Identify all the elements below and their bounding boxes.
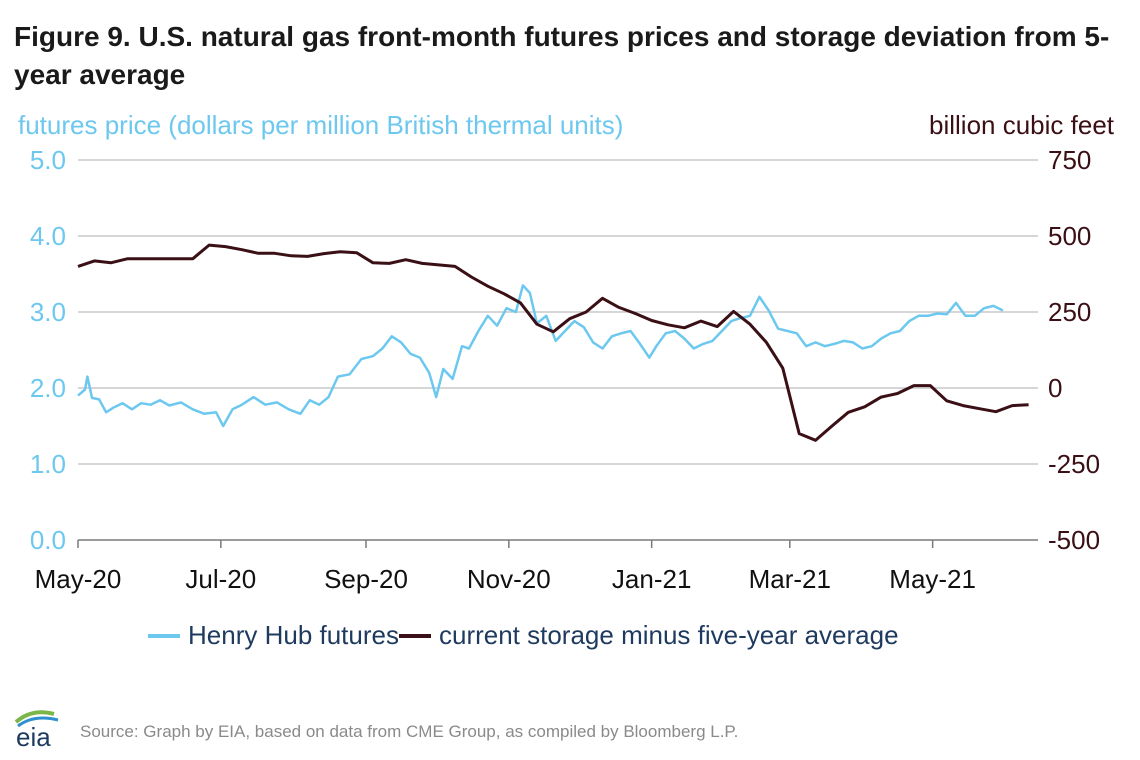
legend-swatch-storage: [398, 633, 431, 638]
x-tick-label: Sep-20: [324, 564, 408, 594]
x-tick-label: Jan-21: [612, 564, 692, 594]
right-tick-label: -500: [1048, 525, 1100, 555]
x-tick-label: Nov-20: [467, 564, 551, 594]
legend-label-futures: Henry Hub futures: [188, 620, 399, 650]
right-tick-label: -250: [1048, 449, 1100, 479]
right-tick-label: 500: [1048, 221, 1091, 251]
series-line-storage-deviation: [77, 243, 1029, 442]
x-tick-label: Jul-20: [185, 564, 256, 594]
chart-title: Figure 9. U.S. natural gas front-month f…: [14, 21, 1110, 90]
eia-logo-icon: eia: [14, 710, 59, 750]
legend-label-storage: current storage minus five-year average: [438, 620, 899, 650]
x-tick-label: May-21: [889, 564, 976, 594]
legend: Henry Hub futures current storage minus …: [148, 620, 899, 651]
left-tick-label: 4.0: [30, 221, 66, 251]
left-tick-label: 5.0: [30, 145, 66, 175]
legend-swatch-futures: [148, 633, 180, 638]
left-tick-label: 2.0: [30, 373, 66, 403]
right-tick-label: 250: [1048, 297, 1091, 327]
x-tick-label: May-20: [35, 564, 122, 594]
right-tick-label: 0: [1048, 373, 1062, 403]
left-tick-label: 3.0: [30, 297, 66, 327]
legend-item-futures: Henry Hub futures: [148, 620, 399, 651]
legend-item-storage: current storage minus five-year average: [398, 620, 899, 651]
series-line-henry-hub-futures: [77, 284, 1004, 428]
x-tick-label: Mar-21: [749, 564, 831, 594]
right-tick-label: 750: [1048, 145, 1091, 175]
eia-logo-text: eia: [16, 722, 51, 750]
left-tick-label: 1.0: [30, 449, 66, 479]
left-axis-title: futures price (dollars per million Briti…: [18, 110, 624, 140]
source-note: Source: Graph by EIA, based on data from…: [80, 722, 739, 741]
right-axis-title: billion cubic feet: [929, 110, 1114, 140]
left-tick-label: 0.0: [30, 525, 66, 555]
